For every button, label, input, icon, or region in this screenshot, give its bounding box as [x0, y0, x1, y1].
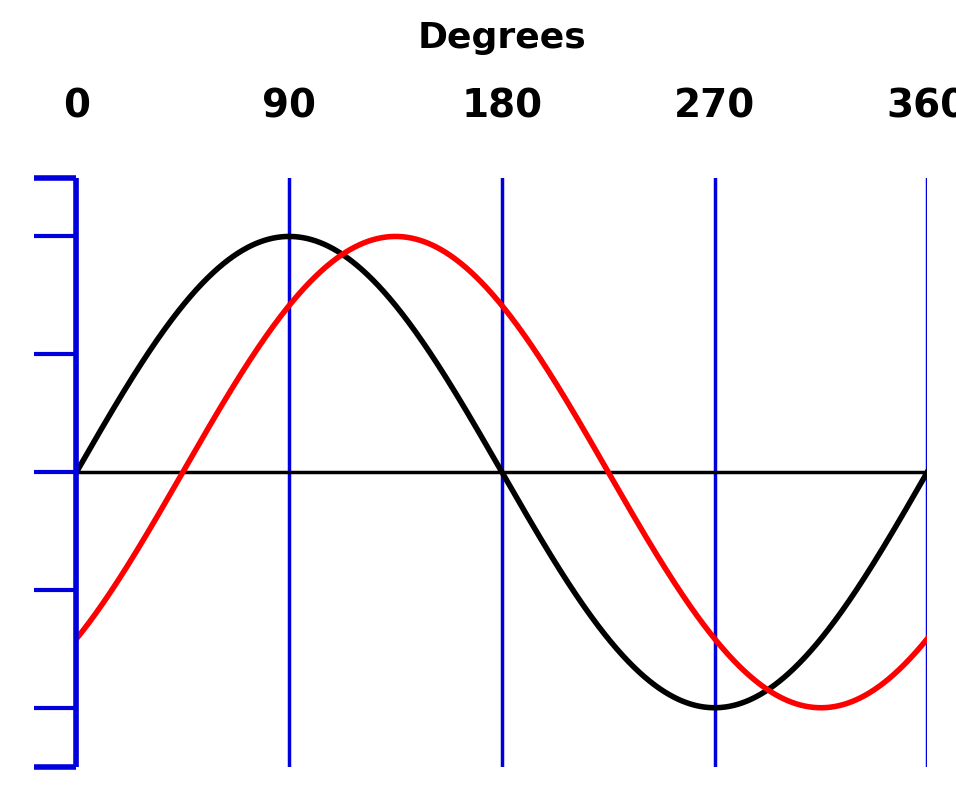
Text: 180: 180: [462, 88, 542, 126]
Text: Degrees: Degrees: [418, 21, 586, 55]
Text: 360: 360: [887, 88, 956, 126]
Text: 0: 0: [63, 88, 90, 126]
Text: 270: 270: [674, 88, 755, 126]
Text: 90: 90: [262, 88, 316, 126]
